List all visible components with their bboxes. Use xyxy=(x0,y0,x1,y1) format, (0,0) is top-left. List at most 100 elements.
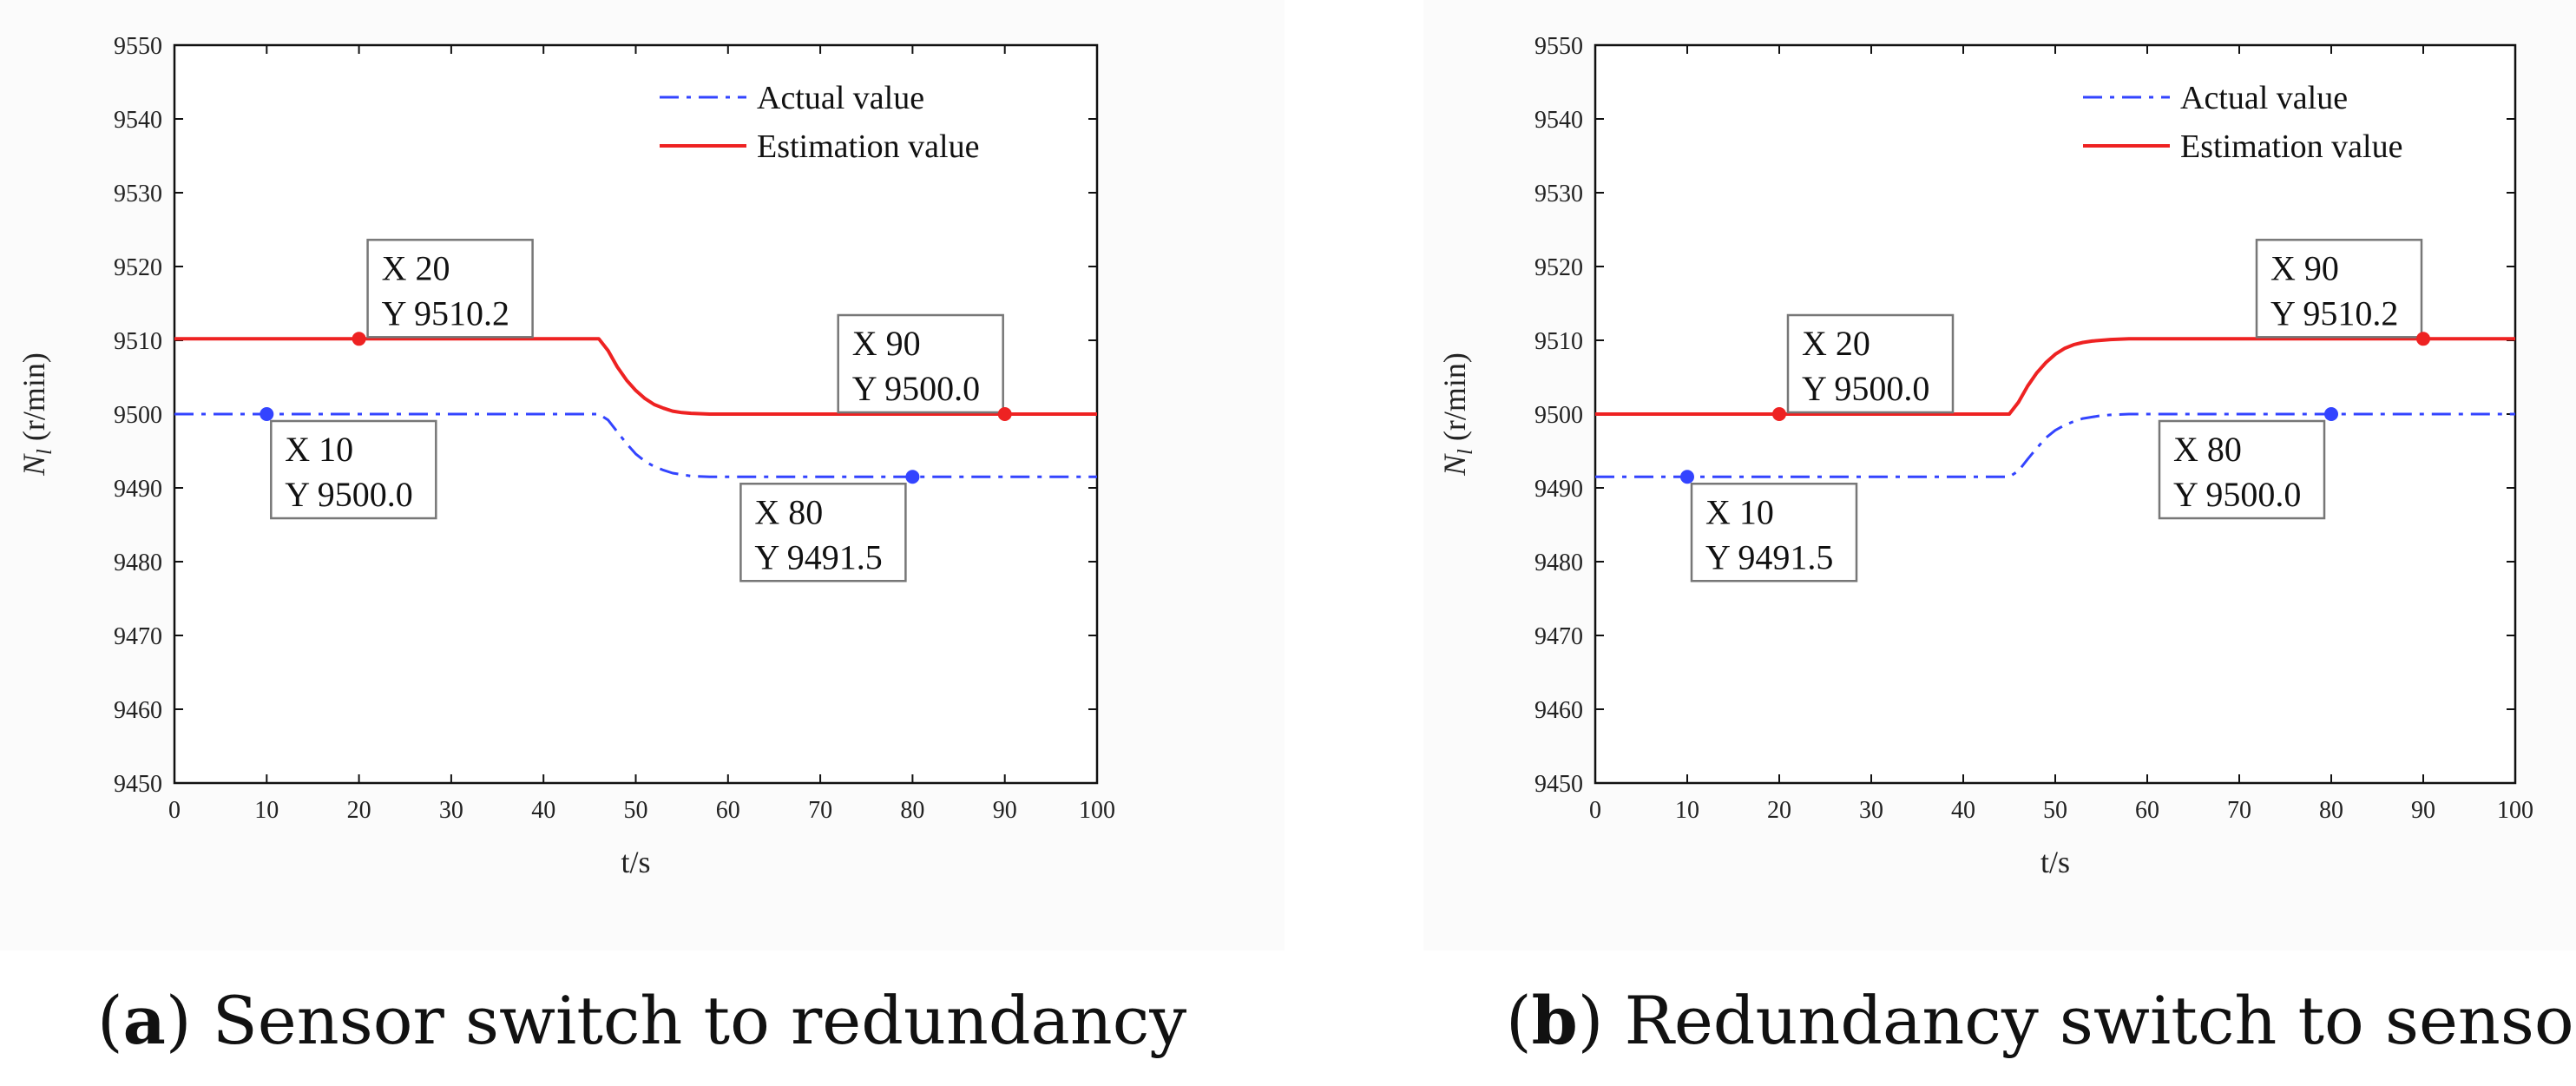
caption-a-letter: a xyxy=(122,982,166,1059)
panel-a-ytick-label: 9520 xyxy=(114,254,162,281)
panel-a-datatip-marker xyxy=(905,470,920,484)
panel-b-datatip-x-label: X 20 xyxy=(1802,324,1870,363)
caption-b-text: Redundancy switch to sensor xyxy=(1624,982,2576,1059)
panel-b-legend-label: Actual value xyxy=(2180,80,2348,116)
panel-b-xtick-label: 100 xyxy=(2497,797,2533,824)
panel-a-ytick-label: 9450 xyxy=(114,771,162,798)
panel-b-legend-label: Estimation value xyxy=(2180,128,2402,165)
panel-b-xtick-label: 40 xyxy=(1951,797,1975,824)
panel-a-series-estimation-line xyxy=(174,337,1097,416)
panel-a-ytick-label: 9480 xyxy=(114,550,162,576)
panel-a-ytick-label: 9550 xyxy=(114,33,162,60)
panel-a-xtick-label: 0 xyxy=(168,797,181,824)
panel-a-y-axis-subscript: l xyxy=(34,449,56,455)
panel-a-y-axis-title: Nl (r/min) xyxy=(16,352,56,477)
panel-b-y-axis-subscript: l xyxy=(1455,449,1477,455)
panel-a-datatip: X 20 Y 9510.2 xyxy=(352,239,534,346)
panel-a-datatip: X 80 Y 9491.5 xyxy=(739,470,920,582)
panel-a-ytick-label: 9530 xyxy=(114,181,162,207)
panel-a-y-axis-unit: (r/min) xyxy=(16,352,51,449)
panel-a-datatip-marker xyxy=(997,407,1012,421)
panel-a-xtick-label: 20 xyxy=(347,797,371,824)
panel-b-datatip-y-label: Y 9500.0 xyxy=(1802,369,1929,408)
panel-b-datatip: X 80 Y 9500.0 xyxy=(2158,407,2338,520)
caption-b-letter: b xyxy=(1531,982,1578,1059)
panel-b-datatip-marker xyxy=(1772,407,1786,421)
panel-b-ytick-label: 9500 xyxy=(1534,402,1583,429)
panel-a-datatip-box xyxy=(837,313,1004,414)
panel-b-xtick-label: 70 xyxy=(2227,797,2251,824)
panel-a-datatip-marker xyxy=(352,332,366,346)
panel-b-xtick-label: 60 xyxy=(2135,797,2159,824)
panel-a-datatip-x-label: X 10 xyxy=(285,430,353,469)
panel-a-datatip: X 10 Y 9500.0 xyxy=(260,407,437,520)
panel-b-datatip-y-label: Y 9491.5 xyxy=(1705,537,1833,576)
panel-b-xtick-label: 90 xyxy=(2411,797,2435,824)
panel-a-datatip-box xyxy=(739,483,907,582)
panel-a-x-axis-title: t/s xyxy=(621,845,650,879)
panel-a-xtick-label: 90 xyxy=(993,797,1017,824)
panel-a-datatip-x-label: X 90 xyxy=(852,324,921,363)
panel-b-datatip-x-label: X 10 xyxy=(1705,492,1774,531)
panel-b-datatip-y-label: Y 9510.2 xyxy=(2270,293,2398,332)
panel-a-ytick-label: 9510 xyxy=(114,328,162,355)
panel-a-legend-label: Estimation value xyxy=(757,128,979,165)
panel-b-datatip-marker xyxy=(1680,470,1694,484)
panel-b-datatip: X 90 Y 9510.2 xyxy=(2255,239,2430,346)
panel-a-datatip-y-label: Y 9491.5 xyxy=(754,537,882,576)
panel-a-ytick-label: 9460 xyxy=(114,697,162,724)
panel-a-datatip-box xyxy=(270,419,437,520)
panel-b-datatip-marker xyxy=(2416,332,2430,346)
panel-a-chart: 0 10 20 30 40 50 60 70 80 90 100 9450 9460 9470 9480 94… xyxy=(16,33,1115,879)
panel-a-datatip-x-label: X 20 xyxy=(382,248,450,287)
panel-b-datatip-box xyxy=(1786,313,1955,414)
panel-b-ytick-label: 9490 xyxy=(1534,476,1583,503)
panel-b-ytick-label: 9540 xyxy=(1534,107,1583,134)
panel-a-datatip-y-label: Y 9510.2 xyxy=(382,293,509,332)
panel-b-y-axis-symbol: N xyxy=(1437,453,1472,477)
panel-a-datatip-x-label: X 80 xyxy=(754,492,823,531)
panel-a-ytick-label: 9500 xyxy=(114,402,162,429)
panel-b-y-axis-title: Nl (r/min) xyxy=(1437,352,1477,477)
panel-b-ytick-label: 9470 xyxy=(1534,623,1583,650)
panel-a-y-axis-symbol: N xyxy=(16,453,51,477)
panel-b-xtick-label: 10 xyxy=(1675,797,1699,824)
panel-a-xtick-label: 60 xyxy=(716,797,740,824)
panel-b-ytick-label: 9530 xyxy=(1534,181,1583,207)
panel-a-xtick-label: 30 xyxy=(439,797,463,824)
panel-a-ytick-label: 9490 xyxy=(114,476,162,503)
panel-b-series-actual-line xyxy=(1595,412,2515,478)
panel-a-datatip-y-label: Y 9500.0 xyxy=(852,369,980,408)
panel-b-xtick-label: 50 xyxy=(2043,797,2067,824)
panel-b-datatip-box xyxy=(2255,239,2423,339)
panel-b-y-axis-unit: (r/min) xyxy=(1437,352,1472,449)
panel-a-xtick-label: 70 xyxy=(808,797,832,824)
panel-b-x-axis-title: t/s xyxy=(2040,845,2070,879)
panel-a-datatip: X 90 Y 9500.0 xyxy=(837,313,1012,421)
panel-a-datatip-y-label: Y 9500.0 xyxy=(285,475,412,514)
panel-a-datatip-marker xyxy=(260,407,274,421)
panel-b-datatip-y-label: Y 9500.0 xyxy=(2173,475,2301,514)
caption-a-text: Sensor switch to redundancy xyxy=(212,982,1187,1059)
panel-b-ytick-label: 9450 xyxy=(1534,771,1583,798)
panel-a-xtick-label: 10 xyxy=(254,797,279,824)
panel-b-ytick-label: 9550 xyxy=(1534,33,1583,60)
panel-a-xtick-label: 50 xyxy=(624,797,648,824)
panel-b-ytick-label: 9510 xyxy=(1534,328,1583,355)
panel-b-datatip-box xyxy=(2158,419,2326,520)
panel-b-xtick-label: 30 xyxy=(1859,797,1883,824)
panel-a-datatip-box xyxy=(366,239,534,339)
panel-b-datatip-x-label: X 80 xyxy=(2173,430,2242,469)
panel-a-xtick-label: 100 xyxy=(1079,797,1115,824)
panel-b-xtick-label: 80 xyxy=(2319,797,2343,824)
panel-a-ytick-label: 9540 xyxy=(114,107,162,134)
panel-b-datatip-box xyxy=(1690,483,1858,582)
panel-b-datatip-x-label: X 90 xyxy=(2270,248,2339,287)
panel-b-datatip-marker xyxy=(2324,407,2338,421)
panel-a-xtick-label: 80 xyxy=(900,797,924,824)
panel-b-ytick-label: 9480 xyxy=(1534,550,1583,576)
panel-b-chart: 0 10 20 30 40 50 60 70 80 90 100 9450 9460 9470 9480 94… xyxy=(1437,33,2533,879)
panel-b-series-estimation-line xyxy=(1595,337,2515,416)
caption-a: (a) Sensor switch to redundancy xyxy=(97,982,1187,1059)
